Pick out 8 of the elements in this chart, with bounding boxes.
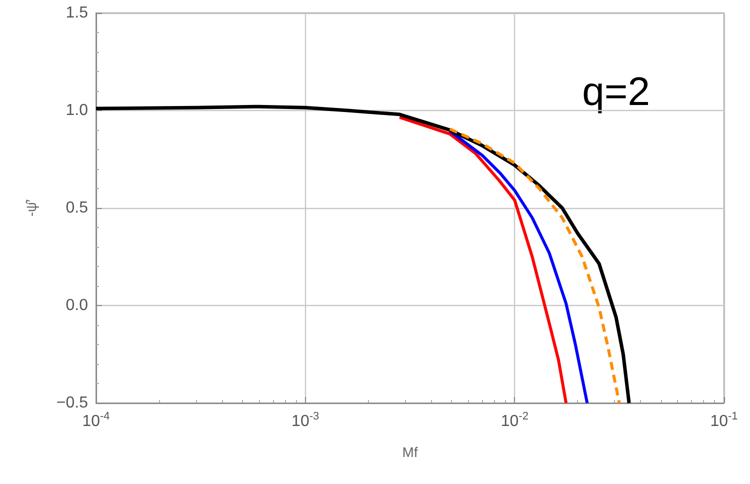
y-tick-label: 0.0: [66, 297, 88, 314]
x-axis-title: Mf: [402, 444, 418, 460]
y-tick-label: 1.0: [66, 102, 88, 119]
y-tick-label: 1.5: [66, 4, 88, 22]
y-axis-title: -ψ̂′: [23, 199, 39, 217]
y-tick-label: 0.5: [66, 200, 88, 216]
annotation: q=2: [582, 70, 650, 114]
y-tick-label: −0.5: [56, 394, 88, 412]
